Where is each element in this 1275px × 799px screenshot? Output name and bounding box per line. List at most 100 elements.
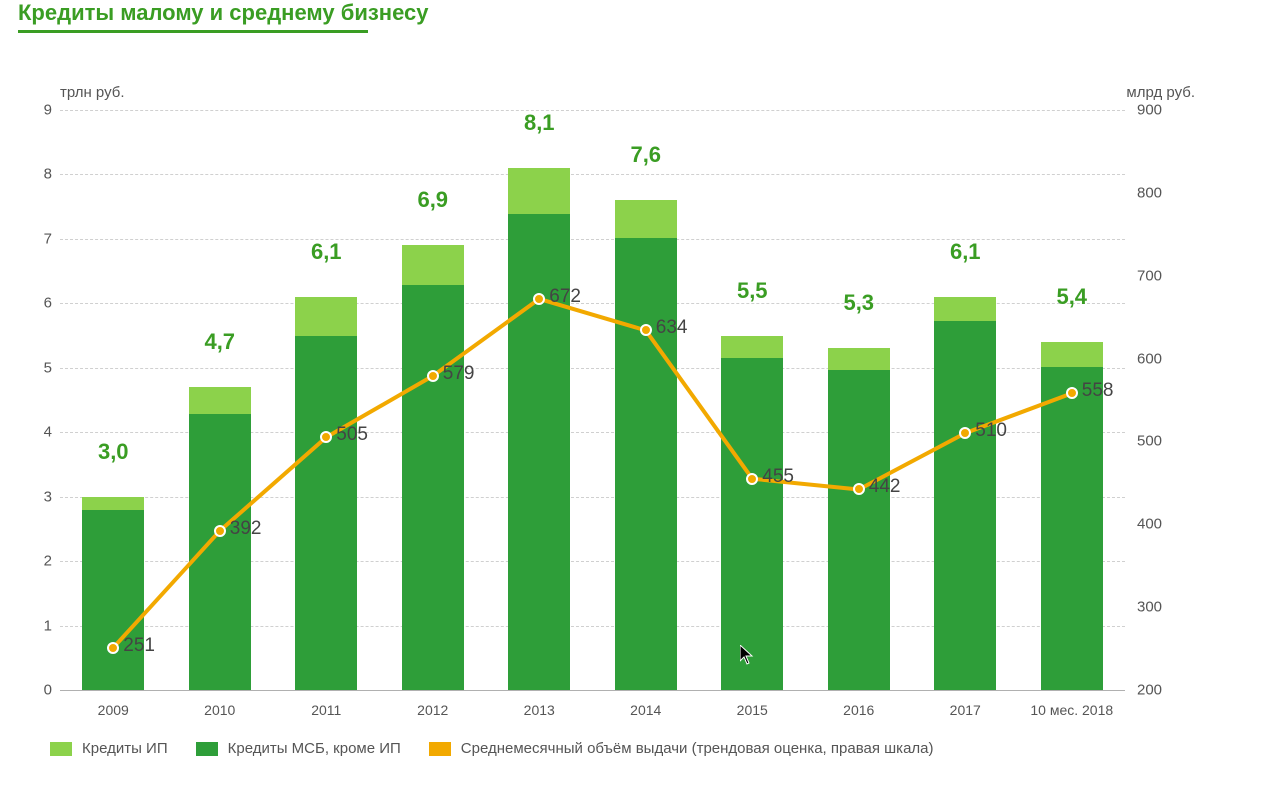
bar-segment-ip [615,200,677,237]
ytick-left: 0 [16,682,52,699]
legend: Кредиты ИП Кредиты МСБ, кроме ИП Среднем… [50,740,934,757]
ytick-right: 700 [1137,267,1185,284]
xtick-label: 2017 [950,702,981,718]
bar-group: 5,3 [828,348,890,690]
trend-value-label: 442 [869,476,901,498]
bar-segment-msb [934,321,996,690]
legend-line: Среднемесячный объём выдачи (трендовая о… [429,740,934,757]
trend-marker [853,483,865,495]
trend-marker [214,525,226,537]
bar-total-label: 5,5 [721,278,783,304]
trend-marker [107,642,119,654]
bar-segment-ip [402,245,464,285]
plot-area: 3,0 4,7 6,1 6,9 8,1 7,6 5,5 5,3 6,1 5,4 251 392 505 5… [60,110,1125,690]
trend-value-label: 672 [549,286,581,308]
bar-segment-msb [1041,367,1103,691]
left-axis-unit: трлн руб. [60,84,125,101]
bar-group: 5,5 [721,336,783,690]
bar-segment-ip [82,497,144,510]
swatch-msb [196,742,218,756]
ytick-left: 7 [16,230,52,247]
xtick-label: 10 мес. 2018 [1030,702,1113,718]
trend-marker [640,324,652,336]
trend-value-label: 251 [123,635,155,657]
ytick-left: 2 [16,553,52,570]
legend-ip-label: Кредиты ИП [82,740,168,757]
trend-marker [533,293,545,305]
ytick-right: 400 [1137,516,1185,533]
ytick-right: 200 [1137,682,1185,699]
bar-group: 6,9 [402,245,464,690]
legend-msb-label: Кредиты МСБ, кроме ИП [228,740,401,757]
ytick-left: 8 [16,166,52,183]
bar-segment-msb [189,414,251,690]
bar-segment-ip [189,387,251,414]
xtick-label: 2013 [524,702,555,718]
bar-segment-ip [828,348,890,370]
bar-group: 6,1 [295,297,357,690]
trend-marker [1066,387,1078,399]
bar-total-label: 6,1 [295,239,357,265]
bar-total-label: 7,6 [615,142,677,168]
ytick-left: 9 [16,102,52,119]
xtick-label: 2016 [843,702,874,718]
ytick-right: 500 [1137,433,1185,450]
bar-total-label: 6,9 [402,187,464,213]
grid-line [60,690,1125,691]
trend-value-label: 558 [1082,380,1114,402]
ytick-left: 6 [16,295,52,312]
title-underline [18,30,368,33]
bar-group: 3,0 [82,497,144,690]
right-axis-unit: млрд руб. [1126,84,1195,101]
ytick-left: 3 [16,488,52,505]
bar-total-label: 5,4 [1041,284,1103,310]
bar-total-label: 8,1 [508,110,570,136]
bar-segment-msb [828,370,890,690]
ytick-left: 4 [16,424,52,441]
trend-value-label: 579 [443,363,475,385]
bar-group: 7,6 [615,200,677,690]
legend-msb: Кредиты МСБ, кроме ИП [196,740,401,757]
bar-segment-ip [721,336,783,359]
xtick-label: 2010 [204,702,235,718]
xtick-label: 2014 [630,702,661,718]
bar-segment-msb [721,358,783,690]
xtick-label: 2012 [417,702,448,718]
trend-marker [427,370,439,382]
grid-line [60,174,1125,175]
bar-segment-msb [82,510,144,690]
trend-line-path [113,299,1072,648]
swatch-ip [50,742,72,756]
bar-total-label: 4,7 [189,329,251,355]
bar-segment-ip [934,297,996,321]
chart-container: Кредиты малому и среднему бизнесу трлн р… [0,0,1275,799]
bar-group: 8,1 [508,168,570,690]
xtick-label: 2011 [311,702,341,718]
trend-value-label: 392 [230,518,262,540]
bar-total-label: 6,1 [934,239,996,265]
legend-ip: Кредиты ИП [50,740,168,757]
ytick-left: 1 [16,617,52,634]
bar-segment-ip [1041,342,1103,366]
bar-total-label: 5,3 [828,290,890,316]
swatch-line [429,742,451,756]
bar-segment-ip [295,297,357,336]
ytick-right: 800 [1137,184,1185,201]
trend-value-label: 505 [336,424,368,446]
trend-value-label: 510 [975,420,1007,442]
trend-value-label: 455 [762,466,794,488]
bar-group: 6,1 [934,297,996,690]
legend-line-label: Среднемесячный объём выдачи (трендовая о… [461,740,934,757]
trend-marker [959,427,971,439]
ytick-right: 900 [1137,102,1185,119]
xtick-label: 2015 [737,702,768,718]
ytick-right: 600 [1137,350,1185,367]
ytick-right: 300 [1137,599,1185,616]
chart-title: Кредиты малому и среднему бизнесу [18,0,428,26]
bar-segment-ip [508,168,570,214]
bar-total-label: 3,0 [82,439,144,465]
grid-line [60,110,1125,111]
bar-segment-msb [295,336,357,690]
xtick-label: 2009 [98,702,129,718]
trend-value-label: 634 [656,317,688,339]
